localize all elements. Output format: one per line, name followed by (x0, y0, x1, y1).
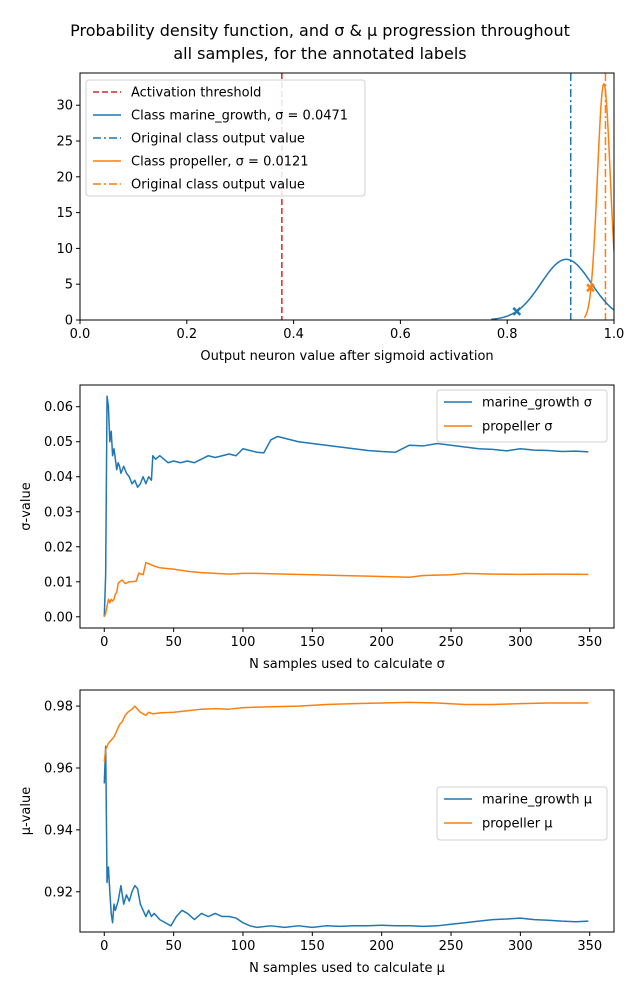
sigma-legend-label-0: marine_growth σ (482, 396, 592, 411)
mu-legend: marine_growth μ propeller μ (436, 786, 608, 841)
sigma-chart: 0 50 100 150 200 250 300 350 0.00 0.01 0.02 0.03 0.0… (19, 384, 615, 672)
pdf-marker-1 (586, 283, 595, 293)
sigma-xtick-label-4: 200 (369, 635, 394, 650)
mu-xlabel: N samples used to calculate μ (249, 961, 445, 976)
sigma-ytick-label-1: 0.01 (44, 575, 73, 590)
sigma-legend-label-1: propeller σ (482, 420, 552, 435)
pdf-marker-1-stroke-b (586, 283, 595, 293)
mu-axes-frame (79, 689, 615, 933)
pdf-xtick-label-4: 0.8 (497, 327, 518, 342)
sigma-axes-frame (79, 384, 615, 629)
sigma-ytick-label-2: 0.02 (44, 540, 73, 555)
mu-series-line-1 (103, 701, 589, 762)
mu-plot-area (103, 701, 589, 929)
mu-legend-label-0: marine_growth μ (482, 793, 592, 808)
pdf-marker-0-stroke-b (512, 307, 522, 316)
mu-xtick-label-2: 100 (231, 939, 256, 954)
sigma-xtick-label-2: 100 (231, 635, 256, 650)
sigma-ytick-label-0: 0.00 (44, 610, 73, 625)
pdf-legend-label-1: Class marine_growth, σ = 0.0471 (131, 109, 348, 124)
sigma-xtick-label-5: 250 (439, 635, 464, 650)
pdf-ytick-label-5: 25 (56, 135, 73, 150)
pdf-legend: Activation threshold Class marine_growth,… (85, 79, 366, 197)
pdf-ytick-label-4: 20 (56, 170, 73, 185)
pdf-xtick-label-0: 0.0 (70, 327, 91, 342)
pdf-curve-propeller (583, 83, 614, 319)
mu-chart: 0 50 100 150 200 250 300 350 0.92 0.94 0.96 0.98 N s… (19, 689, 615, 976)
sigma-xtick-label-3: 150 (300, 635, 325, 650)
figure-title-line-1: Probability density function, and σ & μ … (70, 21, 570, 40)
mu-legend-box (436, 786, 608, 841)
sigma-ytick-label-5: 0.05 (44, 435, 73, 450)
sigma-xtick-label-0: 0 (100, 635, 108, 650)
pdf-ytick-label-1: 5 (65, 278, 73, 293)
mu-xtick-label-1: 50 (165, 939, 182, 954)
pdf-ytick-label-2: 10 (56, 242, 73, 257)
pdf-legend-label-4: Original class output value (131, 178, 305, 193)
pdf-xtick-label-1: 0.2 (176, 327, 197, 342)
pdf-xtick-label-2: 0.4 (283, 327, 304, 342)
figure-title-line-2: all samples, for the annotated labels (173, 44, 466, 63)
mu-ytick-label-2: 0.96 (44, 761, 73, 776)
sigma-series-line-1 (103, 561, 589, 618)
mu-ytick-label-1: 0.94 (44, 823, 73, 838)
pdf-ytick-label-6: 30 (56, 99, 73, 114)
pdf-axes-frame (79, 72, 615, 321)
pdf-legend-box (85, 79, 366, 197)
sigma-ytick-label-4: 0.04 (44, 470, 73, 485)
sigma-xlabel: N samples used to calculate σ (249, 657, 445, 672)
sigma-xtick-label-1: 50 (165, 635, 182, 650)
mu-xtick-label-7: 350 (577, 939, 602, 954)
pdf-legend-label-3: Class propeller, σ = 0.0121 (131, 155, 309, 170)
pdf-xlabel: Output neuron value after sigmoid activa… (200, 349, 493, 364)
pdf-ytick-label-0: 0 (65, 314, 73, 329)
sigma-ylabel: σ-value (19, 482, 34, 530)
mu-xtick-label-4: 200 (369, 939, 394, 954)
mu-ytick-label-3: 0.98 (44, 700, 73, 715)
pdf-chart: 0.0 0.2 0.4 0.6 0.8 1.0 0 5 10 15 20 25 30 Output neu… (56, 72, 625, 364)
sigma-xtick-label-7: 350 (577, 635, 602, 650)
pdf-ytick-label-3: 15 (56, 206, 73, 221)
pdf-legend-label-2: Original class output value (131, 132, 305, 147)
mu-legend-label-1: propeller μ (482, 817, 552, 832)
pdf-marker-0 (512, 307, 522, 316)
mu-ytick-label-0: 0.92 (44, 885, 73, 900)
sigma-xtick-label-6: 300 (508, 635, 533, 650)
mu-series-line-0 (103, 745, 589, 929)
sigma-ytick-label-3: 0.03 (44, 505, 73, 520)
sigma-series-line-0 (103, 395, 589, 617)
pdf-legend-label-0: Activation threshold (131, 86, 261, 101)
sigma-legend-box (436, 389, 608, 443)
mu-xtick-label-5: 250 (439, 939, 464, 954)
mu-xtick-label-6: 300 (508, 939, 533, 954)
sigma-ytick-label-6: 0.06 (44, 400, 73, 415)
pdf-xtick-label-3: 0.6 (390, 327, 411, 342)
sigma-legend: marine_growth σ propeller σ (436, 389, 608, 443)
mu-ylabel: μ-value (19, 787, 34, 835)
sigma-plot-area (103, 395, 589, 618)
pdf-xtick-label-5: 1.0 (604, 327, 625, 342)
mu-xtick-label-0: 0 (100, 939, 108, 954)
mu-xtick-label-3: 150 (300, 939, 325, 954)
